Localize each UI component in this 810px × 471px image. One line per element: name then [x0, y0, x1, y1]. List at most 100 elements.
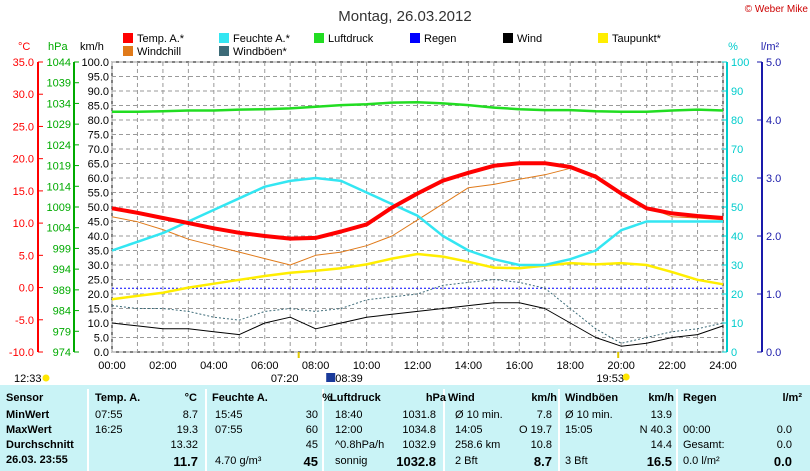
table-cell-value: 13.32 — [170, 439, 198, 451]
legend-label: Taupunkt* — [612, 33, 662, 45]
table-header: Sensor — [6, 392, 44, 404]
axis-title-temp: °C — [18, 41, 30, 53]
tick-label-time: 06:00 — [251, 360, 279, 372]
table-cell-label: 3 Bft — [565, 455, 588, 467]
table-cell-value: 11.7 — [173, 454, 198, 469]
table-cell-label: 16:25 — [95, 424, 123, 436]
table-row-label: MinWert — [6, 409, 50, 421]
tick-label-kmh: 0.0 — [94, 347, 109, 359]
table-row-label: Durchschnitt — [6, 439, 74, 451]
tick-label-hpa: 1009 — [47, 202, 71, 214]
tick-label-time: 14:00 — [455, 360, 483, 372]
table-cell-label: 0.0 l/m² — [683, 455, 720, 467]
tick-label-temp: 20.0 — [13, 154, 34, 166]
tick-label-rain: 5.0 — [766, 57, 781, 69]
table-cell-value: 0.0 — [776, 424, 792, 436]
tick-label-kmh: 90.0 — [88, 86, 109, 98]
table-cell-label: 14:05 — [455, 424, 483, 436]
tick-label-time: 12:00 — [404, 360, 432, 372]
table-cell-value: 0.0 — [773, 454, 792, 469]
tick-label-pct: 50 — [731, 202, 743, 214]
table-cell-label: Ø 10 min. — [565, 409, 613, 421]
table-header: Temp. A. — [95, 392, 141, 404]
axis-title-pct: % — [728, 41, 738, 53]
axis-title-hpa: hPa — [48, 41, 68, 53]
tick-label-pct: 20 — [731, 289, 743, 301]
table-cell-label: 00:00 — [683, 424, 711, 436]
tick-label-pct: 40 — [731, 231, 743, 243]
table-cell-value: N 40.3 — [639, 424, 672, 436]
table-header-unit: % — [322, 392, 332, 404]
tick-label-pct: 10 — [731, 318, 743, 330]
tick-label-kmh: 60.0 — [88, 173, 109, 185]
tick-label-rain: 4.0 — [766, 115, 781, 127]
series-line-temp-a — [111, 161, 724, 241]
tick-label-time: 18:00 — [556, 360, 584, 372]
table-cell-label: 15:05 — [565, 424, 593, 436]
tick-label-time: 04:00 — [200, 360, 228, 372]
table-header: Regen — [683, 392, 717, 404]
statistics-table: Sensor Temp. A. °C Feuchte A.% Luftdruck hPa W… — [0, 385, 810, 471]
tick-label-kmh: 30.0 — [88, 260, 109, 272]
table-cell-value: 7.8 — [536, 409, 552, 421]
tick-label-hpa: 1024 — [47, 140, 71, 152]
tick-label-kmh: 80.0 — [88, 115, 109, 127]
table-header-unit: km/h — [648, 392, 674, 404]
tick-label-kmh: 25.0 — [88, 275, 109, 287]
table-header-unit: °C — [184, 392, 197, 404]
sunrise-time: 07:20 — [271, 373, 299, 385]
table-cell-value: 8.7 — [533, 454, 552, 469]
copyright-text: © Weber Mike — [745, 4, 809, 15]
table-cell-label: 07:55 — [95, 409, 123, 421]
moon-icon — [326, 373, 336, 382]
tick-label-temp: 10.0 — [13, 218, 34, 230]
table-cell-value: 8.7 — [182, 409, 198, 421]
table-cell-value: 45 — [305, 439, 318, 451]
table-cell-value: 14.4 — [650, 439, 672, 451]
tick-label-temp: 30.0 — [13, 89, 34, 101]
table-header-unit: km/h — [531, 392, 557, 404]
tick-label-kmh: 100.0 — [81, 57, 109, 69]
series-line-luftdruck — [112, 100, 724, 113]
tick-label-hpa: 1039 — [47, 78, 71, 90]
legend-swatch — [314, 33, 324, 43]
tick-label-hpa: 1034 — [47, 98, 71, 110]
tick-label-time: 20:00 — [607, 360, 635, 372]
tick-label-temp: 5.0 — [19, 250, 34, 262]
table-cell-value: 60 — [305, 424, 318, 436]
legend-label: Luftdruck — [328, 33, 374, 45]
tick-label-pct: 80 — [731, 115, 743, 127]
table-cell-value: 1034.8 — [402, 424, 436, 436]
legend-label: Wind — [517, 33, 542, 45]
tick-label-temp: 35.0 — [13, 57, 34, 69]
table-row-label: 26.03. 23:55 — [6, 454, 68, 466]
legend-label: Windchill — [137, 46, 181, 58]
table-row-label: MaxWert — [6, 424, 52, 436]
legend-label: Temp. A.* — [137, 33, 185, 45]
legend-swatch — [410, 33, 420, 43]
tick-label-kmh: 10.0 — [88, 318, 109, 330]
tick-label-hpa: 979 — [53, 326, 71, 338]
table-header: Windböen — [565, 392, 619, 404]
table-header: Wind — [448, 392, 475, 404]
legend-label: Windböen* — [233, 46, 288, 58]
tick-label-temp: 0.0 — [19, 283, 34, 295]
table-cell-label: 12:00 — [335, 424, 363, 436]
table-cell-label: Gesamt: — [683, 439, 725, 451]
tick-label-kmh: 15.0 — [88, 304, 109, 316]
tick-label-pct: 100 — [731, 57, 749, 69]
tick-label-pct: 60 — [731, 173, 743, 185]
tick-label-kmh: 20.0 — [88, 289, 109, 301]
tick-label-time: 02:00 — [149, 360, 177, 372]
tick-label-kmh: 40.0 — [88, 231, 109, 243]
table-cell-value: 19.3 — [176, 424, 198, 436]
table-header-unit: l/m² — [782, 392, 802, 404]
tick-label-kmh: 65.0 — [88, 159, 109, 171]
table-cell-label: 2 Bft — [455, 455, 478, 467]
table-cell-label: 18:40 — [335, 409, 363, 421]
tick-label-kmh: 50.0 — [88, 202, 109, 214]
tick-label-hpa: 994 — [53, 264, 71, 276]
chart-title: Montag, 26.03.2012 — [338, 8, 471, 25]
legend-label: Feuchte A.* — [233, 33, 291, 45]
tick-label-time: 24:00 — [709, 360, 737, 372]
